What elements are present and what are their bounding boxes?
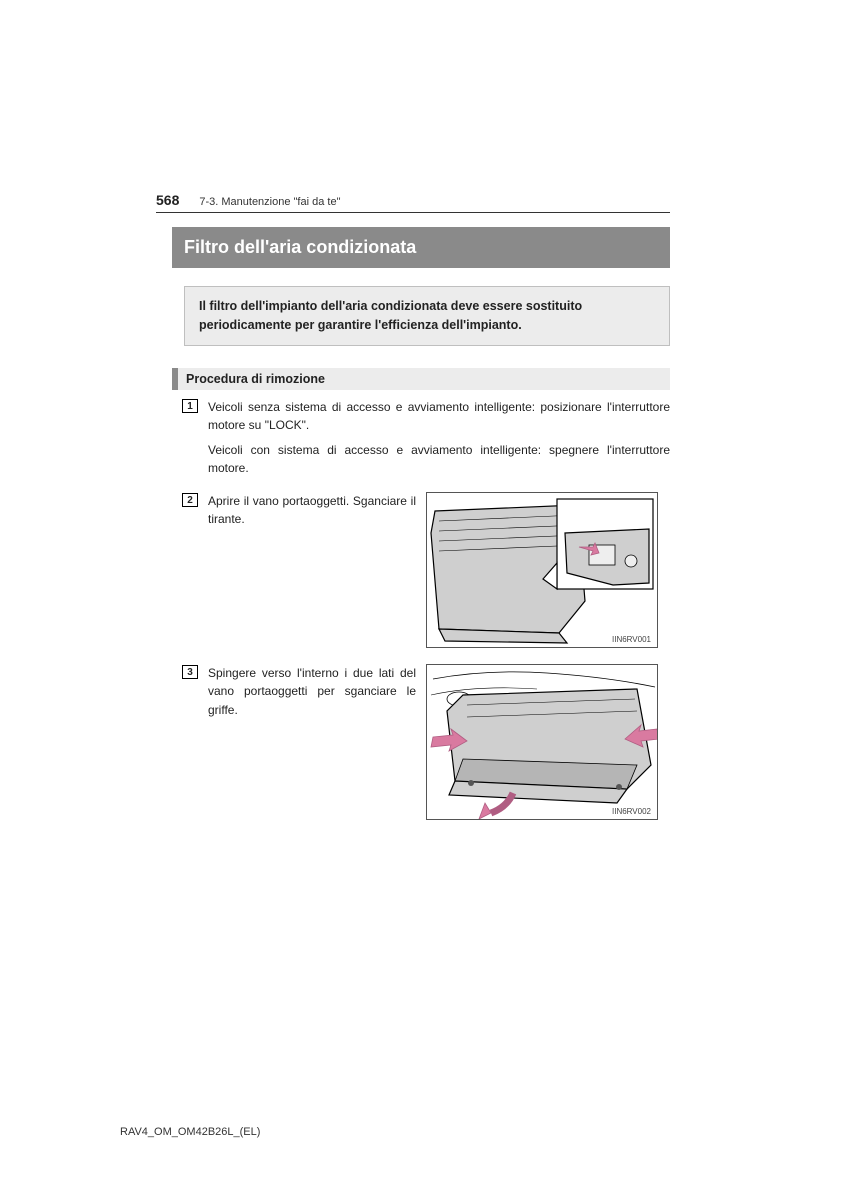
step-paragraph: Veicoli con sistema di accesso e avviame… xyxy=(208,441,670,478)
glovebox-squeeze-icon xyxy=(427,665,658,820)
glovebox-diagram-icon xyxy=(427,493,658,648)
section-heading: Procedura di rimozione xyxy=(172,368,670,390)
step-number-box: 2 xyxy=(182,493,198,507)
chapter-label: 7-3. Manutenzione "fai da te" xyxy=(199,196,340,208)
figure-glovebox-squeeze: IIN6RV002 xyxy=(426,664,658,820)
figure-id: IIN6RV002 xyxy=(612,807,651,816)
step-text: Spingere verso l'interno i due lati del … xyxy=(208,664,416,720)
page-number: 568 xyxy=(156,192,179,208)
figure-id: IIN6RV001 xyxy=(612,635,651,644)
page-header: 568 7-3. Manutenzione "fai da te" xyxy=(156,192,670,213)
step-1: 1 Veicoli senza sistema di accesso e avv… xyxy=(182,398,670,484)
section-heading-label: Procedura di rimozione xyxy=(178,368,333,390)
step-number-box: 3 xyxy=(182,665,198,679)
intro-box: Il filtro dell'impianto dell'aria condiz… xyxy=(184,286,670,346)
step-paragraph: Veicoli senza sistema di accesso e avvia… xyxy=(208,398,670,435)
step-number-box: 1 xyxy=(182,399,198,413)
figure-glovebox-open: IIN6RV001 xyxy=(426,492,658,648)
document-code: RAV4_OM_OM42B26L_(EL) xyxy=(120,1126,260,1138)
step-body: Veicoli senza sistema di accesso e avvia… xyxy=(208,398,670,484)
step-text: Aprire il vano portaoggetti. Sganciare i… xyxy=(208,492,416,529)
step-2: 2 Aprire il vano portaoggetti. Sganciare… xyxy=(182,492,670,648)
page-title: Filtro dell'aria condizionata xyxy=(172,227,670,268)
step-3: 3 Spingere verso l'interno i due lati de… xyxy=(182,664,670,820)
